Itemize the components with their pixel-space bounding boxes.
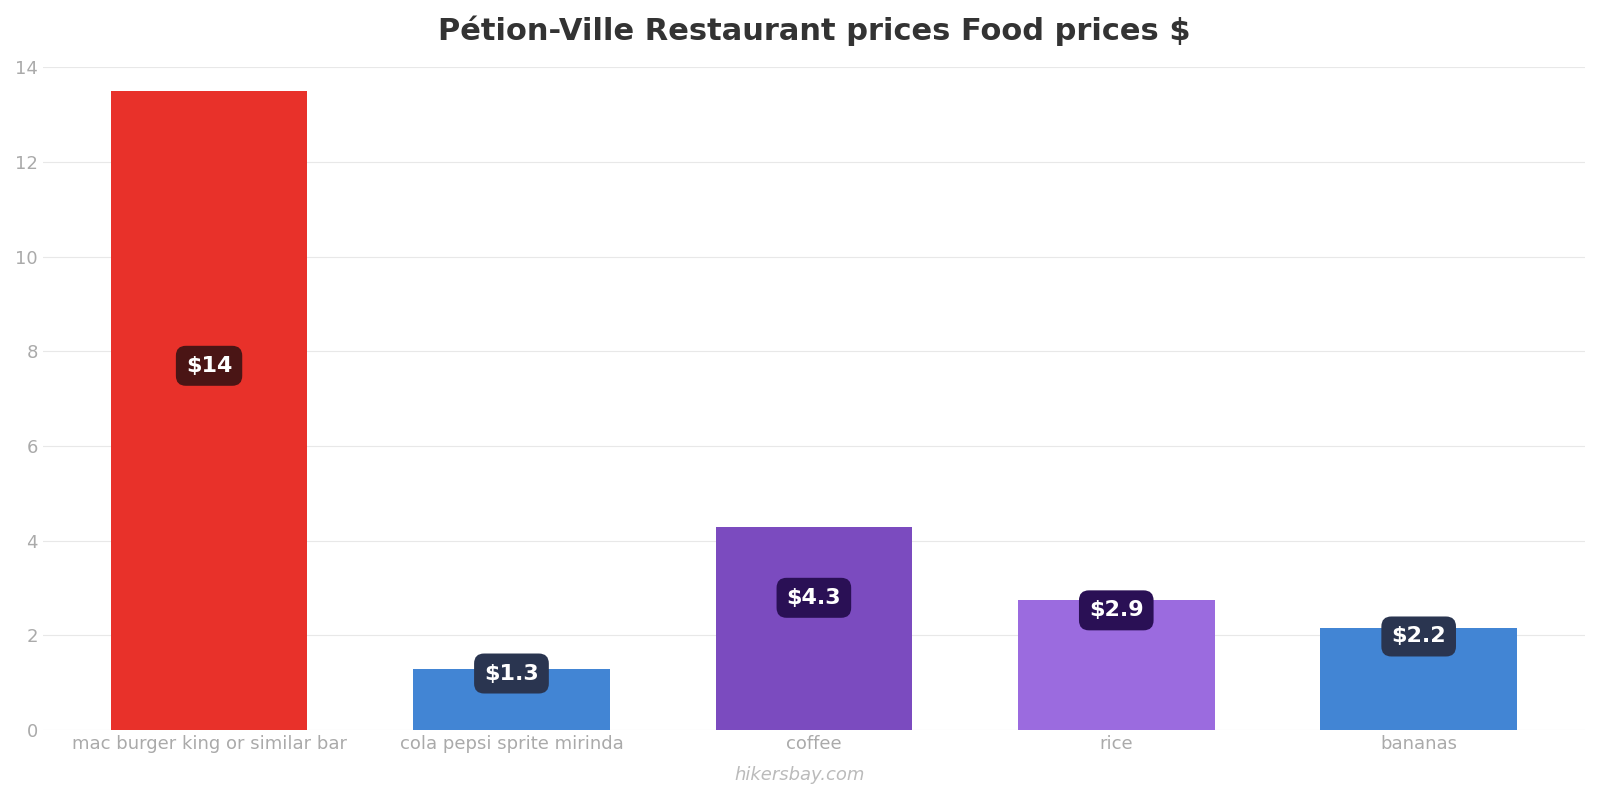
Text: $4.3: $4.3 (787, 588, 842, 608)
Bar (1320, 628, 1517, 730)
Bar (413, 669, 610, 730)
Text: hikersbay.com: hikersbay.com (734, 766, 866, 784)
Text: $1.3: $1.3 (485, 663, 539, 683)
Text: $2.2: $2.2 (1392, 626, 1446, 646)
Bar (715, 526, 912, 730)
Title: Pétion-Ville Restaurant prices Food prices $: Pétion-Ville Restaurant prices Food pric… (437, 15, 1190, 46)
Text: $2.9: $2.9 (1090, 600, 1144, 620)
Bar (110, 91, 307, 730)
Bar (1018, 600, 1214, 730)
Text: $14: $14 (186, 356, 232, 376)
